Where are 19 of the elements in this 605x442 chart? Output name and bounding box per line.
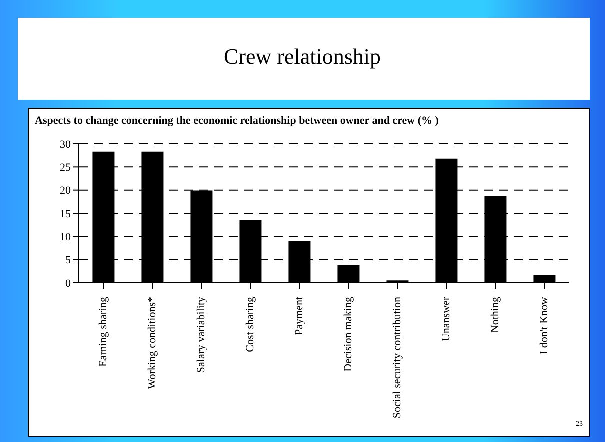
x-tick-label: Salary variability bbox=[196, 296, 208, 374]
chart-subtitle: Aspects to change concerning the economic relationship between owner and crew (% ) bbox=[35, 115, 439, 127]
y-tick-label: 25 bbox=[60, 162, 72, 174]
x-tick-label: Payment bbox=[294, 297, 306, 336]
x-tick-label: Cost sharing bbox=[244, 296, 256, 352]
y-tick-label: 20 bbox=[60, 185, 72, 198]
x-tick-label: Earning sharing bbox=[98, 296, 110, 367]
y-tick-label: 0 bbox=[66, 278, 72, 290]
x-tick-label: Social security contribution bbox=[392, 296, 404, 419]
x-tick-label: Decision making bbox=[342, 296, 354, 372]
chart-title: Crew relationship bbox=[222, 44, 382, 70]
x-tick-label: I don't Know bbox=[538, 296, 550, 355]
x-tick-label: Working conditions* bbox=[146, 297, 158, 390]
x-tick-label: Unanswer bbox=[440, 296, 452, 342]
y-tick-label: 30 bbox=[60, 138, 72, 151]
y-tick-label: 5 bbox=[66, 254, 72, 267]
y-tick-label: 10 bbox=[60, 232, 72, 244]
y-tick-label: 15 bbox=[60, 208, 72, 220]
x-tick-label: Nothing bbox=[490, 296, 502, 334]
